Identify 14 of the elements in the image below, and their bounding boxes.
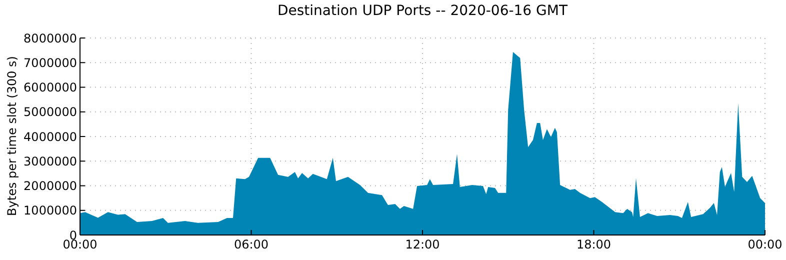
y-tick-label: 1000000 [24,204,77,218]
y-tick-label: 7000000 [24,56,77,70]
y-tick-label: 8000000 [24,31,77,46]
y-tick-label: 4000000 [24,130,77,144]
x-tick-label: 18:00 [576,238,612,252]
y-tick-label: 3000000 [24,154,77,168]
y-tick-label: 6000000 [24,80,77,95]
y-tick-label: 5000000 [24,105,77,120]
x-tick-label: 12:00 [405,238,440,252]
x-tick-label: 06:00 [234,238,269,252]
chart-title: Destination UDP Ports -- 2020-06-16 GMT [276,3,569,19]
y-axis-title: Bytes per time slot (300 s) [5,56,19,216]
x-tick-label: 00:00 [748,238,782,252]
y-tick-label: 2000000 [24,179,77,194]
